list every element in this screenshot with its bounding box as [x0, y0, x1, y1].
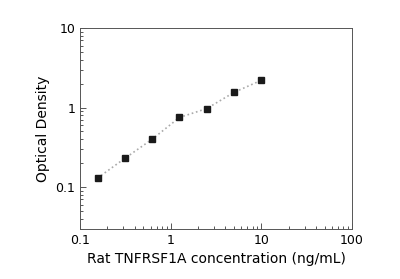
Y-axis label: Optical Density: Optical Density — [36, 75, 50, 182]
X-axis label: Rat TNFRSF1A concentration (ng/mL): Rat TNFRSF1A concentration (ng/mL) — [86, 252, 346, 266]
